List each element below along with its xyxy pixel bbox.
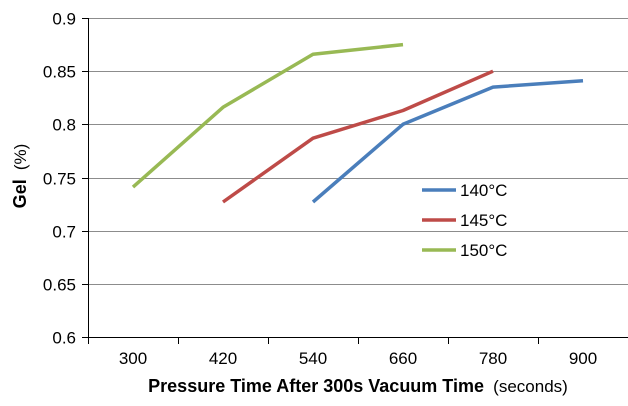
x-tick-label: 300 [119, 349, 147, 368]
y-axis-title-main: Gel [10, 179, 30, 208]
x-axis-title: Pressure Time After 300s Vacuum Time (se… [148, 376, 568, 396]
x-tick-label: 660 [389, 349, 417, 368]
series-line-2 [221, 69, 494, 204]
legend-label: 140°C [460, 181, 507, 200]
x-axis-title-unit: (seconds) [488, 377, 567, 396]
x-tick-labels: 300 420 540 660 780 900 [119, 349, 597, 368]
axes [82, 18, 628, 344]
y-tick-label: 0.8 [52, 116, 76, 135]
legend: 140°C 145°C 150°C [422, 181, 507, 260]
x-tick-label: 420 [209, 349, 237, 368]
y-tick-label: 0.85 [43, 63, 76, 82]
legend-label: 150°C [460, 241, 507, 260]
y-tick-labels: 0.6 0.65 0.7 0.75 0.8 0.85 0.9 [43, 10, 76, 348]
series-lines [131, 42, 584, 204]
y-axis-title-unit: (%) [11, 144, 30, 175]
y-tick-label: 0.65 [43, 276, 76, 295]
x-tick-label: 540 [299, 349, 327, 368]
y-axis-title: Gel (%) [10, 144, 30, 209]
y-tick-label: 0.6 [52, 329, 76, 348]
series-line-3 [131, 42, 404, 189]
y-tick-label: 0.75 [43, 170, 76, 189]
series-line-1 [311, 78, 584, 204]
legend-label: 145°C [460, 211, 507, 230]
y-tick-label: 0.9 [52, 10, 76, 29]
gridlines [88, 18, 628, 285]
x-tick-label: 780 [479, 349, 507, 368]
x-tick-label: 900 [569, 349, 597, 368]
y-tick-label: 0.7 [52, 223, 76, 242]
x-axis-title-main: Pressure Time After 300s Vacuum Time [148, 376, 484, 396]
